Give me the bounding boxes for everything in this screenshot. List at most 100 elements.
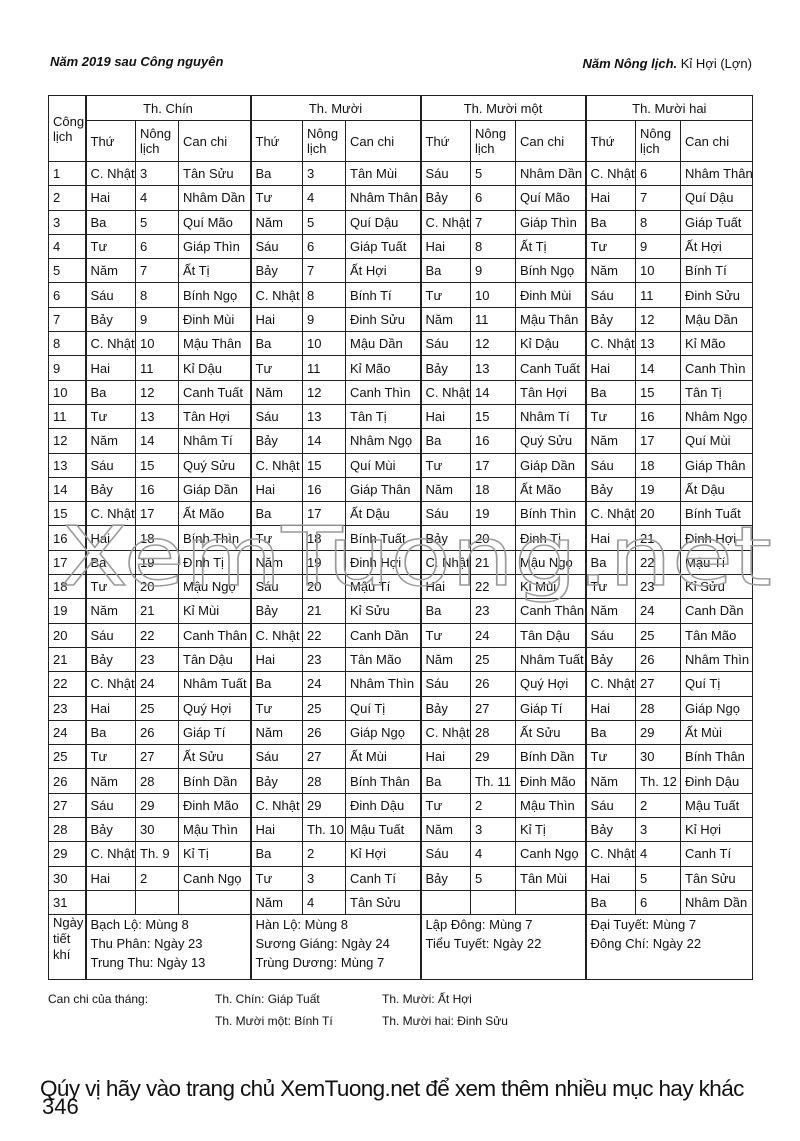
can-chi: Tân Sửu bbox=[178, 160, 251, 187]
lunar-day: 7 bbox=[470, 209, 517, 235]
weekday: Hai bbox=[419, 403, 472, 430]
day-number: 5 bbox=[48, 258, 86, 284]
lunar-day: 5 bbox=[470, 160, 517, 187]
weekday: Ba bbox=[249, 160, 303, 187]
lunar-day: 3 bbox=[635, 817, 682, 843]
weekday: Tư bbox=[419, 452, 472, 478]
lunar-day: 8 bbox=[635, 209, 682, 235]
can-chi: Quý Hợi bbox=[178, 695, 251, 721]
weekday: Tư bbox=[249, 865, 303, 891]
lunar-day: 27 bbox=[135, 744, 179, 770]
lunar-day: 30 bbox=[635, 744, 682, 770]
day-number: 7 bbox=[48, 306, 86, 333]
weekday: Ba bbox=[419, 768, 472, 794]
lunar-day: 29 bbox=[302, 792, 346, 819]
weekday: Hai bbox=[84, 525, 136, 551]
lunar-day: 6 bbox=[635, 160, 682, 187]
can-chi: Kỉ Mão bbox=[680, 331, 754, 357]
weekday: Ba bbox=[419, 258, 472, 284]
can-chi: Nhâm Thân bbox=[344, 185, 422, 211]
month-can-chi-label: Can chi của tháng: bbox=[48, 992, 149, 1006]
can-chi: Canh Ngọ bbox=[515, 841, 587, 867]
weekday: Hai bbox=[584, 865, 637, 891]
weekday: Sáu bbox=[419, 841, 472, 867]
weekday: Bảy bbox=[84, 817, 136, 843]
weekday: Tư bbox=[249, 355, 303, 381]
lunar-day: 14 bbox=[135, 428, 179, 454]
lunar-day: 21 bbox=[470, 549, 517, 576]
weekday: Tư bbox=[419, 792, 472, 819]
weekday: Năm bbox=[419, 476, 472, 503]
can-chi: Mậu Thân bbox=[178, 331, 251, 357]
lunar-day: 16 bbox=[135, 476, 179, 503]
weekday: Tư bbox=[84, 574, 136, 600]
day-number: 3 bbox=[48, 209, 86, 235]
month-header: Th. Chín bbox=[84, 95, 251, 121]
day-row: 23 Hai 25 Quý Hợi Tư 25 Quí Tị Bảy 27 Giáp Tí Hai 2… bbox=[48, 695, 754, 721]
lunar-day: 25 bbox=[470, 646, 517, 673]
solar-terms: Lập Đông: Mùng 7 Tiểu Tuyết: Ngày 22 bbox=[419, 914, 587, 981]
weekday: C. Nhật bbox=[249, 622, 303, 648]
can-chi: Quý Sửu bbox=[178, 452, 251, 478]
weekday: C. Nhật bbox=[584, 331, 637, 357]
lunar-day: 23 bbox=[135, 646, 179, 673]
weekday: Ba bbox=[584, 889, 637, 916]
can-chi: Bính Dần bbox=[178, 768, 251, 794]
month-header: Th. Mười hai bbox=[584, 95, 754, 121]
lunar-day: 26 bbox=[635, 646, 682, 673]
lunar-day: Th. 12 bbox=[635, 768, 682, 794]
weekday: Bảy bbox=[249, 258, 303, 284]
can-chi: Kỉ Mão bbox=[344, 355, 422, 381]
weekday: Năm bbox=[249, 719, 303, 746]
weekday: C. Nhật bbox=[419, 549, 472, 576]
can-chi: Mậu Ngọ bbox=[178, 574, 251, 600]
can-chi: Ất Mùi bbox=[680, 719, 754, 746]
can-chi: Quí Dậu bbox=[680, 185, 754, 211]
can-chi: Quí Mão bbox=[178, 209, 251, 235]
solar-term: Đông Chí: Ngày 22 bbox=[590, 936, 702, 952]
lunar-day: 29 bbox=[635, 719, 682, 746]
weekday: Sáu bbox=[249, 574, 303, 600]
can-chi: Tân Mão bbox=[344, 646, 422, 673]
day-row: 28 Bảy 30 Mậu Thìn Hai Th. 10 Mậu Tuất Năm 3 Kỉ T… bbox=[48, 817, 754, 843]
weekday: Năm bbox=[84, 598, 136, 624]
lunar-day: 5 bbox=[135, 209, 179, 235]
weekday: Bảy bbox=[249, 598, 303, 624]
weekday: Năm bbox=[584, 598, 637, 624]
lunar-day: 4 bbox=[470, 841, 517, 867]
weekday: Sáu bbox=[419, 501, 472, 527]
lunar-day: 28 bbox=[635, 695, 682, 721]
can-chi: Đinh Mùi bbox=[515, 282, 587, 308]
can-chi: Nhâm Thìn bbox=[680, 646, 754, 673]
day-row: 12 Năm 14 Nhâm Tí Bảy 14 Nhâm Ngọ Ba 16 Quý Sửu Nă… bbox=[48, 428, 754, 454]
can-chi: Kỉ Dậu bbox=[515, 331, 587, 357]
weekday: Sáu bbox=[249, 744, 303, 770]
day-number: 17 bbox=[48, 549, 86, 576]
weekday: Sáu bbox=[84, 792, 136, 819]
can-chi: Giáp Tuất bbox=[680, 209, 754, 235]
lunar-day: 12 bbox=[302, 379, 346, 405]
weekday: Bảy bbox=[584, 306, 637, 333]
day-row: 6 Sáu 8 Bính Ngọ C. Nhật 8 Bính Tí Tư 10 Đinh Mùi… bbox=[48, 282, 754, 308]
day-number: 21 bbox=[48, 646, 86, 673]
lunar-day: 6 bbox=[635, 889, 682, 916]
can-chi: Canh Tí bbox=[344, 865, 422, 891]
weekday: Năm bbox=[84, 258, 136, 284]
column-header: Can chi bbox=[344, 120, 422, 162]
weekday: Sáu bbox=[419, 160, 472, 187]
lunar-day: 11 bbox=[635, 282, 682, 308]
weekday: Năm bbox=[84, 428, 136, 454]
can-chi: Tân Mùi bbox=[344, 160, 422, 187]
empty-cell bbox=[135, 889, 179, 916]
day-row: 5 Năm 7 Ất Tị Bảy 7 Ất Hợi Ba 9 Bính Ngọ Năm 10 Bính… bbox=[48, 258, 754, 284]
can-chi: Canh Thân bbox=[178, 622, 251, 648]
lunar-day: Th. 11 bbox=[470, 768, 517, 794]
weekday: Sáu bbox=[84, 282, 136, 308]
can-chi: Giáp Tí bbox=[515, 695, 587, 721]
can-chi: Mậu Tuất bbox=[680, 792, 754, 819]
can-chi: Giáp Thân bbox=[344, 476, 422, 503]
weekday: Hai bbox=[584, 185, 637, 211]
can-chi: Canh Thìn bbox=[680, 355, 754, 381]
lunar-year: Kỉ Hợi (Lợn) bbox=[680, 56, 752, 71]
column-header: Thứ bbox=[249, 120, 303, 162]
